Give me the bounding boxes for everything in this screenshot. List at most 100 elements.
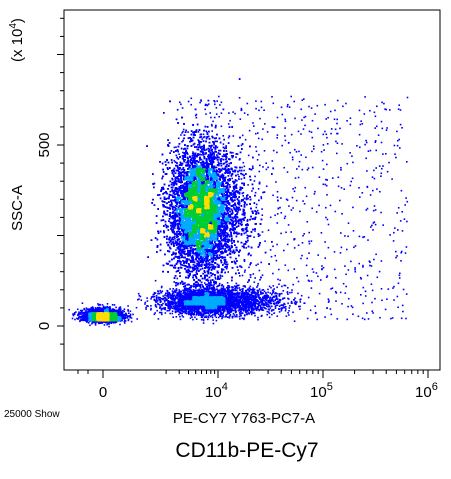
event-point [402,288,405,291]
event-point [208,141,211,144]
event-point [200,290,203,292]
event-point [263,290,266,293]
event-point [271,96,273,98]
event-point [214,278,217,280]
event-point [227,214,230,217]
event-point [145,306,147,309]
event-point [360,278,362,280]
event-point [249,203,251,205]
event-point [178,313,180,316]
event-point [291,156,294,159]
event-point [164,173,167,175]
event-point [287,287,289,289]
event-point [180,290,182,293]
event-point [235,286,238,289]
event-point [170,226,173,229]
event-point [255,132,257,135]
event-point [376,276,379,279]
event-point [270,302,273,305]
event-point [230,205,233,207]
event-point [264,298,267,300]
event-point [156,301,158,303]
event-point [369,149,372,152]
event-point [158,292,161,295]
event-point [201,315,203,318]
event-point [137,292,140,295]
event-point [262,128,264,130]
event-point [271,160,274,162]
event-point [174,235,176,238]
event-point [175,164,177,167]
event-point [386,298,388,300]
event-point [231,237,233,240]
event-point [376,125,378,128]
event-point [295,199,298,202]
event-point [126,317,129,319]
event-point [259,234,261,237]
event-point [206,286,209,289]
event-point [400,251,402,254]
event-point [394,227,396,229]
event-point [175,284,177,287]
event-point [169,288,171,290]
event-point [162,193,164,195]
event-point [248,129,251,132]
event-point [305,264,308,267]
event-point [254,216,257,219]
event-point [225,158,227,161]
event-point [284,120,287,123]
event-point [168,250,171,253]
event-point [226,290,229,293]
event-point [294,303,297,305]
event-point [396,295,399,298]
event-point [250,262,252,264]
event-point [373,258,375,261]
event-point [214,313,217,316]
event-point [399,109,402,111]
event-point [174,187,177,189]
event-point [241,148,243,150]
event-point [269,298,271,300]
event-point [235,292,238,294]
event-point [243,318,245,321]
event-point [199,279,201,282]
event-point [194,311,196,313]
event-point [308,240,310,243]
event-point [210,269,213,271]
event-point [246,223,249,225]
event-point [272,272,274,275]
event-point [336,99,339,102]
event-point [341,213,343,215]
event-point [248,252,250,255]
event-point [271,313,273,316]
event-point [224,289,227,291]
event-point [215,145,217,147]
event-point [277,199,279,202]
event-point [402,310,404,313]
event-point [221,167,224,170]
event-point [221,290,223,293]
event-point [399,272,401,275]
event-point [347,222,350,224]
event-point [258,304,260,306]
event-point [169,296,172,299]
event-point [405,197,407,199]
event-point [197,139,199,141]
event-point [193,266,195,269]
event-point [190,285,192,287]
event-point [243,271,246,273]
event-point [288,310,290,312]
event-point [172,253,174,255]
event-point [233,241,235,243]
event-point [238,178,240,180]
event-point [252,292,254,294]
event-point [253,288,256,291]
event-point [198,159,201,161]
event-point [81,314,84,317]
event-point [230,290,232,292]
event-point [213,153,215,156]
event-point [253,236,255,238]
event-point [189,137,191,139]
event-point [271,126,274,128]
event-point [258,109,260,112]
